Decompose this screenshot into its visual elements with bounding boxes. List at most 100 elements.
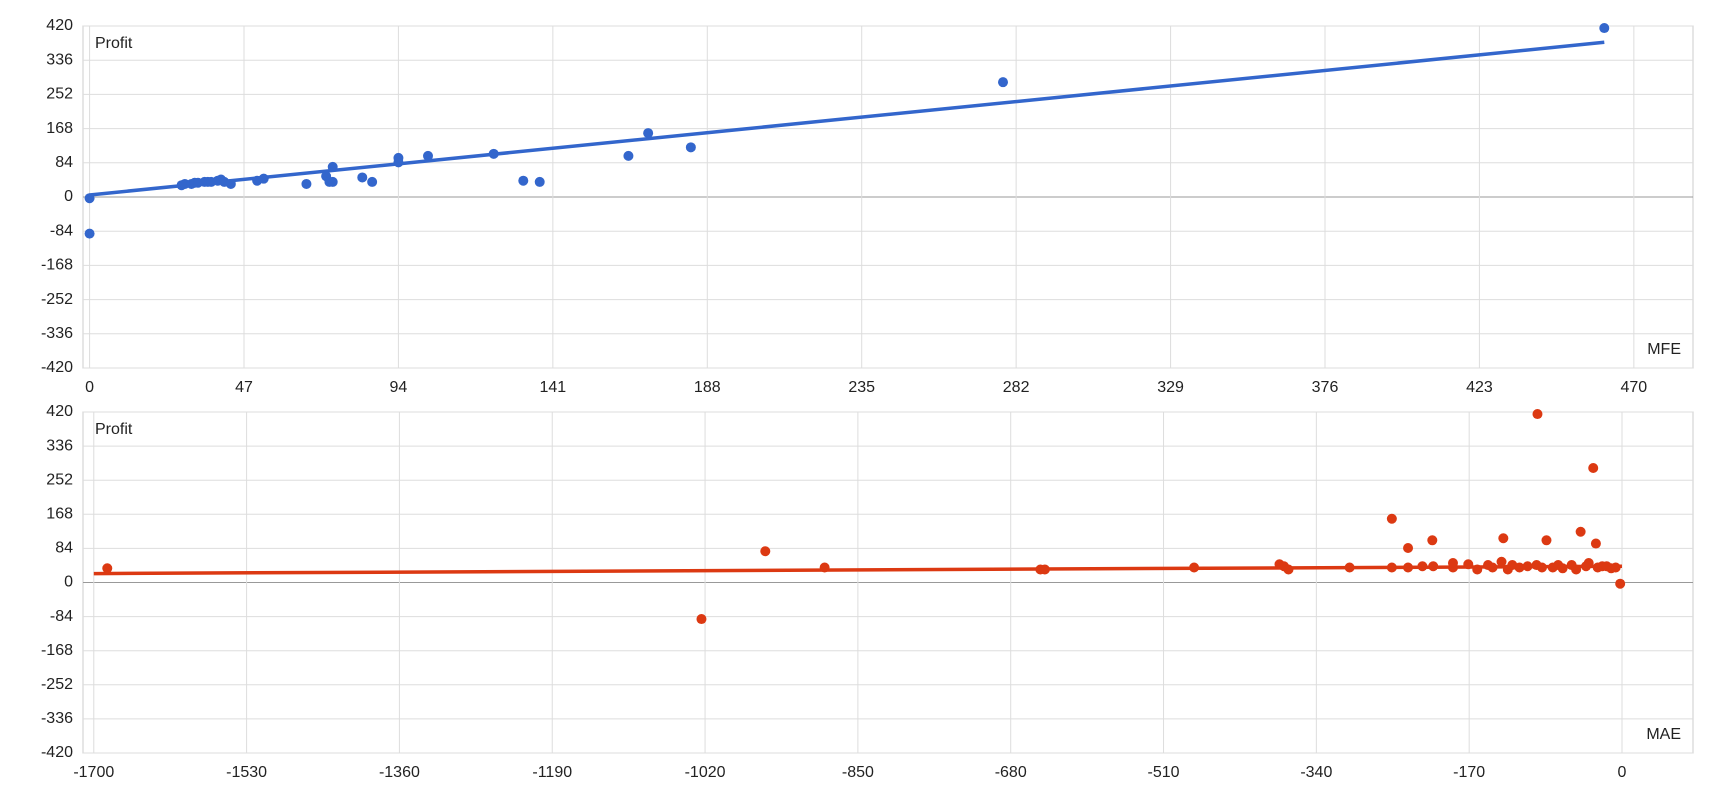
point: [1588, 463, 1599, 474]
y-tick-label: 0: [64, 574, 73, 591]
point: [1610, 562, 1621, 573]
point: [1403, 562, 1414, 573]
point: [488, 148, 499, 159]
point: [1403, 542, 1414, 553]
y-tick-label: 336: [46, 51, 73, 68]
point: [1541, 535, 1552, 546]
point: [518, 175, 529, 186]
y-tick-label: -336: [41, 710, 73, 727]
x-tick-label: 470: [1621, 379, 1648, 396]
y-tick-label: -252: [41, 291, 73, 308]
x-tick-label: 282: [1003, 379, 1030, 396]
x-tick-label: 0: [1618, 764, 1627, 781]
point: [1571, 564, 1582, 575]
point: [1496, 556, 1507, 567]
x-tick-label: -1360: [379, 764, 420, 781]
point: [1427, 535, 1438, 546]
point: [1386, 562, 1397, 573]
point: [357, 172, 368, 183]
point: [1487, 562, 1498, 573]
y-tick-label: -336: [41, 325, 73, 342]
x-tick-label: -170: [1453, 764, 1485, 781]
y-tick-label: -84: [50, 222, 73, 239]
y-tick-label: -420: [41, 744, 73, 761]
y-axis-label: Profit: [95, 35, 133, 52]
x-tick-label: -850: [842, 764, 874, 781]
point: [643, 128, 654, 139]
x-tick-label: 47: [235, 379, 253, 396]
point: [301, 178, 312, 189]
x-tick-label: -340: [1300, 764, 1332, 781]
x-tick-label: -1530: [226, 764, 267, 781]
point: [84, 193, 95, 204]
y-tick-label: -168: [41, 642, 73, 659]
point: [534, 176, 545, 187]
point: [327, 176, 338, 187]
y-tick-label: -84: [50, 608, 73, 625]
x-tick-label: 188: [694, 379, 721, 396]
point: [1386, 513, 1397, 524]
point: [1189, 562, 1200, 573]
y-tick-label: 84: [55, 154, 73, 171]
x-tick-label: -680: [995, 764, 1027, 781]
point: [1590, 538, 1601, 549]
point: [1039, 564, 1050, 575]
point: [1599, 23, 1610, 34]
point: [1447, 558, 1458, 569]
point: [367, 176, 378, 187]
y-tick-label: 168: [46, 506, 73, 523]
y-tick-label: 336: [46, 437, 73, 454]
y-tick-label: 84: [55, 540, 73, 557]
point: [1615, 578, 1626, 589]
point: [1522, 561, 1533, 572]
x-tick-label: 235: [848, 379, 875, 396]
x-tick-label: 0: [85, 379, 94, 396]
point: [1575, 526, 1586, 537]
point: [225, 178, 236, 189]
point: [998, 77, 1008, 88]
point: [1344, 562, 1355, 573]
point: [1498, 533, 1509, 544]
y-tick-label: 252: [46, 471, 73, 488]
x-tick-label: -1020: [685, 764, 726, 781]
point: [760, 546, 771, 557]
y-tick-label: 168: [46, 120, 73, 137]
y-tick-label: 420: [46, 403, 73, 420]
trendline: [89, 40, 1605, 197]
y-tick-label: 420: [46, 17, 73, 34]
point: [258, 173, 269, 184]
point: [696, 614, 707, 625]
x-axis-label: MAE: [1646, 726, 1681, 743]
point: [423, 150, 433, 161]
y-tick-label: -252: [41, 676, 73, 693]
x-tick-label: 423: [1466, 379, 1493, 396]
x-tick-label: 376: [1312, 379, 1339, 396]
x-tick-label: 329: [1157, 379, 1184, 396]
x-tick-label: 94: [390, 379, 408, 396]
point: [1536, 562, 1547, 573]
point: [102, 563, 113, 574]
point: [1557, 563, 1568, 574]
point: [685, 142, 696, 153]
x-tick-label: -1700: [73, 764, 114, 781]
point: [1417, 561, 1428, 572]
point: [1472, 564, 1483, 575]
point: [1514, 562, 1525, 573]
x-axis-label: MFE: [1647, 341, 1681, 358]
y-tick-label: 252: [46, 86, 73, 103]
y-tick-label: -168: [41, 257, 73, 274]
y-axis-label: Profit: [95, 421, 133, 438]
y-tick-label: -420: [41, 359, 73, 376]
x-tick-label: -1190: [532, 764, 572, 781]
trendline: [93, 564, 1622, 576]
x-tick-label: 141: [540, 379, 567, 396]
point: [1283, 564, 1294, 575]
point: [1428, 561, 1439, 572]
point: [327, 161, 338, 172]
point: [623, 150, 634, 161]
point: [84, 228, 95, 239]
point: [819, 562, 830, 573]
y-tick-label: 0: [64, 188, 73, 205]
